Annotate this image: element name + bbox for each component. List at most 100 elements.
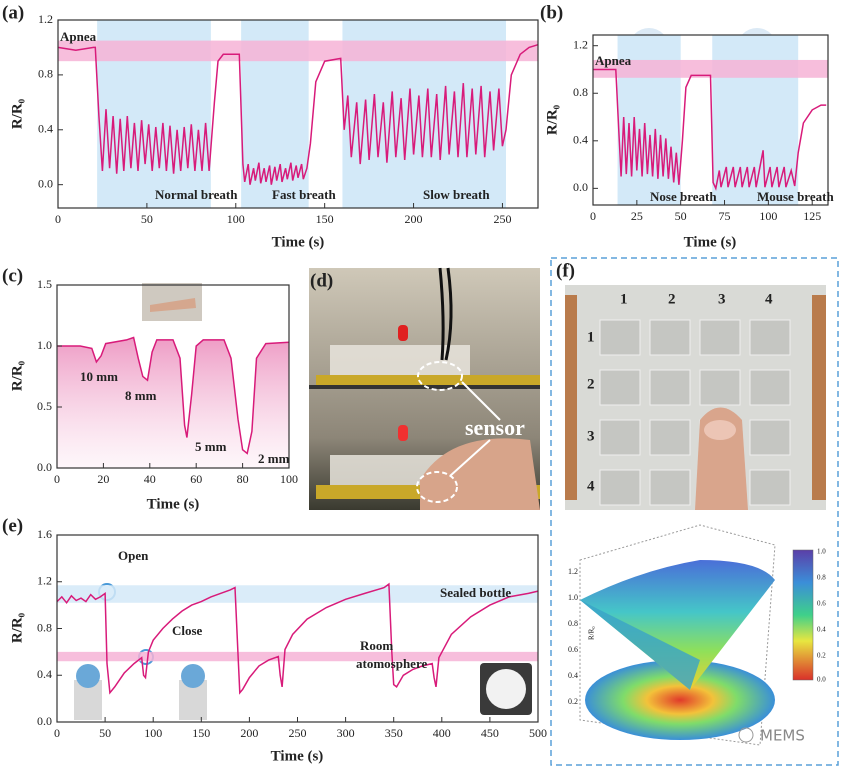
x-tick-label: 0 xyxy=(590,209,596,223)
z-tick-label: 0.2 xyxy=(568,697,578,706)
line xyxy=(57,43,539,185)
annotation: Sealed bottle xyxy=(440,585,511,600)
y-tick-label: 0.0 xyxy=(37,460,52,474)
x-tick-label: 200 xyxy=(240,726,258,740)
z-tick-label: 0.6 xyxy=(568,645,578,654)
z-tick-label: 1.0 xyxy=(568,593,578,602)
y-tick-label: 1.5 xyxy=(37,277,52,291)
column-label: 4 xyxy=(765,291,773,307)
y-tick-label: 0.4 xyxy=(573,133,588,147)
y-axis-label: R/R₀ xyxy=(9,98,25,129)
panel-label: (e) xyxy=(2,515,23,536)
x-tick-label: 0 xyxy=(55,212,61,226)
x-tick-label: 250 xyxy=(493,212,511,226)
x-tick-label: 100 xyxy=(144,726,162,740)
sensor-label: sensor xyxy=(465,415,525,440)
y-tick-label: 0.4 xyxy=(37,667,52,681)
z-tick-label: 1.2 xyxy=(568,567,578,576)
plot: 0 50 100 150 200 250 0.0 0.4 0.8 1.2 Time (s) R/R₀ (… xyxy=(2,2,539,250)
x-tick-label: 125 xyxy=(803,209,821,223)
annotation: 2 mm xyxy=(258,451,290,466)
colorbar-label: 0.8 xyxy=(817,574,826,582)
line xyxy=(593,68,827,191)
annotation: Slow breath xyxy=(423,187,490,202)
annotation: 5 mm xyxy=(195,439,227,454)
y-band xyxy=(58,40,538,62)
x-tick-label: 75 xyxy=(719,209,731,223)
panel-label: (a) xyxy=(2,2,24,23)
y-band xyxy=(57,585,538,603)
x-tick-label: 350 xyxy=(385,726,403,740)
x-axis-label: Time (s) xyxy=(272,234,325,250)
annotation: Mouse breath xyxy=(757,189,834,204)
plot-frame xyxy=(56,284,290,469)
y-axis-label: R/R₀ xyxy=(544,104,560,135)
colorbar-label: 0.2 xyxy=(817,652,826,660)
annotation: atomosphere xyxy=(356,656,427,671)
row-label: 4 xyxy=(587,478,595,494)
y-band xyxy=(57,651,538,662)
column-label: 3 xyxy=(718,291,726,307)
x-tick-label: 50 xyxy=(675,209,687,223)
annotation: Nose breath xyxy=(650,189,717,204)
column-label: 2 xyxy=(668,291,676,307)
line xyxy=(57,336,290,455)
watermark: MEMS xyxy=(760,727,805,745)
annotation: Apnea xyxy=(595,53,632,68)
y-tick-label: 1.6 xyxy=(37,527,52,541)
y-tick-label: 0.0 xyxy=(37,714,52,728)
y-tick-label: 1.0 xyxy=(37,338,52,352)
panel-label: (f) xyxy=(556,260,575,281)
x-tick-label: 60 xyxy=(190,472,202,486)
annotation: Apnea xyxy=(60,29,97,44)
x-tick-label: 200 xyxy=(405,212,423,226)
x-tick-label: 50 xyxy=(99,726,111,740)
plot-frame xyxy=(57,19,539,209)
row-label: 2 xyxy=(587,376,595,392)
y-tick-label: 0.8 xyxy=(573,85,588,99)
x-axis-label: Time (s) xyxy=(684,234,737,250)
annotation: Fast breath xyxy=(272,187,336,202)
plot: 0 50 100 150 200 250 300 350 400 450 500 0.0 0.4 0.8 1… xyxy=(2,515,547,764)
annotation: Normal breath xyxy=(155,187,238,202)
colorbar-label: 0.6 xyxy=(817,600,826,608)
x-tick-label: 50 xyxy=(141,212,153,226)
panel-label: (b) xyxy=(540,2,563,23)
y-tick-label: 1.2 xyxy=(38,12,53,26)
z-axis-label: R/R₀ xyxy=(588,626,596,640)
x-tick-label: 100 xyxy=(227,212,245,226)
plot: 0 25 50 75 100 125 0.0 0.4 0.8 1.2 Time (s) R/R₀ (b)… xyxy=(540,2,834,250)
y-tick-label: 0.4 xyxy=(38,122,53,136)
x-tick-label: 400 xyxy=(433,726,451,740)
annotation: Close xyxy=(172,623,203,638)
x-tick-label: 0 xyxy=(54,726,60,740)
x-tick-label: 80 xyxy=(237,472,249,486)
annotation: Room xyxy=(360,638,393,653)
x-tick-label: 20 xyxy=(97,472,109,486)
colorbar-label: 0.0 xyxy=(817,676,826,684)
z-tick-label: 0.4 xyxy=(568,671,578,680)
area xyxy=(57,337,289,468)
photo-d: sensor (d) xyxy=(309,267,540,510)
annotation: 8 mm xyxy=(125,388,157,403)
annotation: Open xyxy=(118,548,149,563)
panel-label: (d) xyxy=(310,270,333,291)
x-tick-label: 100 xyxy=(759,209,777,223)
y-tick-label: 0.5 xyxy=(37,399,52,413)
x-tick-label: 500 xyxy=(529,726,547,740)
colorbar-label: 1.0 xyxy=(817,548,826,556)
colorbar-label: 0.4 xyxy=(817,626,826,634)
y-tick-label: 1.2 xyxy=(573,37,588,51)
x-tick-label: 450 xyxy=(481,726,499,740)
y-tick-label: 0.8 xyxy=(37,620,52,634)
y-tick-label: 1.2 xyxy=(37,574,52,588)
panel-f: (f) 1 2 3 4 1 2 3 4 1.2 1.0 0.8 0.6 0.4 … xyxy=(550,257,839,766)
x-tick-label: 25 xyxy=(631,209,643,223)
column-label: 1 xyxy=(620,291,628,307)
x-tick-label: 100 xyxy=(280,472,298,486)
panel-label: (c) xyxy=(2,265,23,286)
x-tick-label: 40 xyxy=(144,472,156,486)
y-band xyxy=(593,59,828,78)
